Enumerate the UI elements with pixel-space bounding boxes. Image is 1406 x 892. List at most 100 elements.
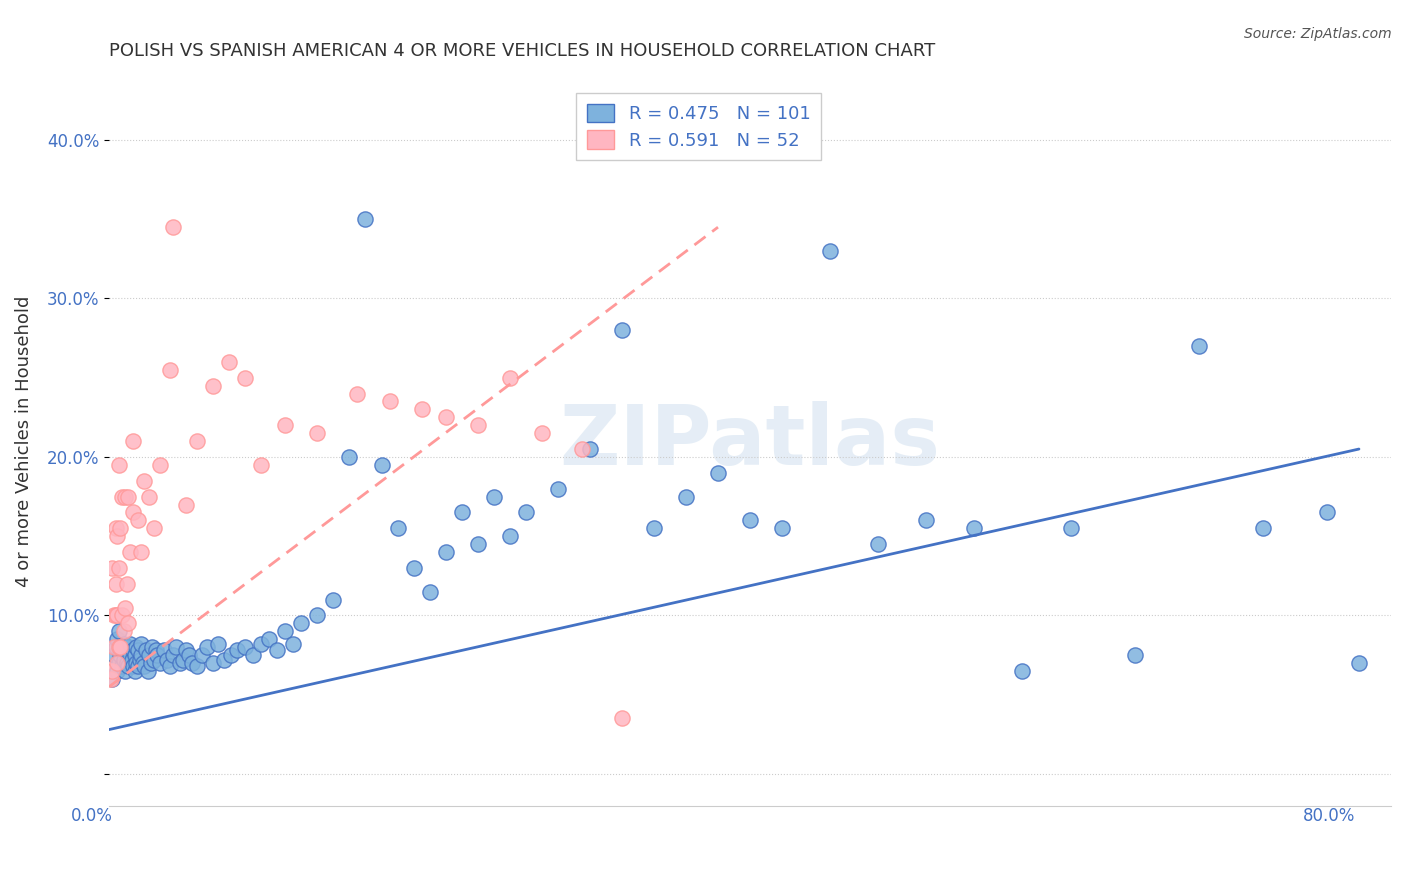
- Point: [127, 643, 149, 657]
- Point: [186, 434, 208, 449]
- Point: [121, 653, 143, 667]
- Point: [610, 711, 633, 725]
- Point: [250, 637, 273, 651]
- Point: [162, 220, 184, 235]
- Point: [218, 355, 240, 369]
- Point: [1011, 664, 1033, 678]
- Point: [322, 592, 344, 607]
- Point: [107, 656, 129, 670]
- Point: [138, 490, 160, 504]
- Point: [101, 664, 124, 678]
- Point: [149, 458, 172, 472]
- Point: [963, 521, 986, 535]
- Point: [117, 616, 139, 631]
- Point: [266, 643, 288, 657]
- Point: [129, 637, 152, 651]
- Point: [770, 521, 793, 535]
- Point: [110, 648, 132, 662]
- Point: [179, 648, 201, 662]
- Point: [117, 659, 139, 673]
- Legend: R = 0.475   N = 101, R = 0.591   N = 52: R = 0.475 N = 101, R = 0.591 N = 52: [576, 93, 821, 161]
- Point: [402, 561, 425, 575]
- Point: [346, 386, 368, 401]
- Point: [105, 608, 128, 623]
- Point: [143, 521, 166, 535]
- Point: [104, 640, 127, 655]
- Point: [103, 648, 125, 662]
- Point: [191, 648, 214, 662]
- Point: [283, 637, 305, 651]
- Point: [579, 442, 602, 456]
- Point: [1251, 521, 1274, 535]
- Point: [103, 640, 125, 655]
- Point: [114, 643, 136, 657]
- Point: [117, 490, 139, 504]
- Point: [159, 659, 181, 673]
- Point: [118, 637, 141, 651]
- Point: [290, 616, 312, 631]
- Point: [643, 521, 665, 535]
- Point: [434, 545, 457, 559]
- Point: [1188, 339, 1211, 353]
- Text: 0.0%: 0.0%: [70, 807, 112, 825]
- Point: [1123, 648, 1146, 662]
- Point: [138, 648, 160, 662]
- Point: [818, 244, 841, 258]
- Point: [104, 521, 127, 535]
- Point: [274, 624, 297, 639]
- Point: [103, 608, 125, 623]
- Point: [141, 640, 163, 655]
- Point: [122, 434, 145, 449]
- Point: [707, 466, 730, 480]
- Point: [233, 640, 256, 655]
- Point: [202, 378, 225, 392]
- Point: [499, 370, 522, 384]
- Point: [467, 418, 489, 433]
- Point: [105, 529, 128, 543]
- Point: [101, 672, 124, 686]
- Point: [112, 637, 135, 651]
- Point: [149, 656, 172, 670]
- Point: [122, 505, 145, 519]
- Point: [146, 648, 169, 662]
- Point: [1348, 656, 1371, 670]
- Point: [110, 640, 132, 655]
- Y-axis label: 4 or more Vehicles in Household: 4 or more Vehicles in Household: [15, 295, 32, 587]
- Text: POLISH VS SPANISH AMERICAN 4 OR MORE VEHICLES IN HOUSEHOLD CORRELATION CHART: POLISH VS SPANISH AMERICAN 4 OR MORE VEH…: [110, 42, 935, 60]
- Point: [174, 643, 197, 657]
- Point: [482, 490, 505, 504]
- Point: [112, 653, 135, 667]
- Point: [202, 656, 225, 670]
- Point: [124, 648, 146, 662]
- Point: [307, 608, 329, 623]
- Point: [868, 537, 890, 551]
- Point: [354, 212, 377, 227]
- Point: [114, 490, 136, 504]
- Point: [136, 664, 159, 678]
- Point: [100, 672, 122, 686]
- Point: [259, 632, 281, 647]
- Point: [207, 637, 229, 651]
- Point: [195, 640, 218, 655]
- Point: [115, 640, 138, 655]
- Point: [104, 608, 127, 623]
- Point: [172, 653, 194, 667]
- Text: Source: ZipAtlas.com: Source: ZipAtlas.com: [1244, 27, 1392, 41]
- Point: [143, 653, 166, 667]
- Point: [515, 505, 537, 519]
- Point: [134, 474, 156, 488]
- Point: [152, 643, 174, 657]
- Point: [110, 521, 132, 535]
- Point: [111, 659, 134, 673]
- Point: [242, 648, 264, 662]
- Point: [186, 659, 208, 673]
- Point: [499, 529, 522, 543]
- Point: [139, 656, 162, 670]
- Point: [378, 394, 401, 409]
- Point: [339, 450, 361, 464]
- Point: [107, 624, 129, 639]
- Point: [571, 442, 593, 456]
- Point: [411, 402, 433, 417]
- Point: [134, 659, 156, 673]
- Point: [105, 664, 128, 678]
